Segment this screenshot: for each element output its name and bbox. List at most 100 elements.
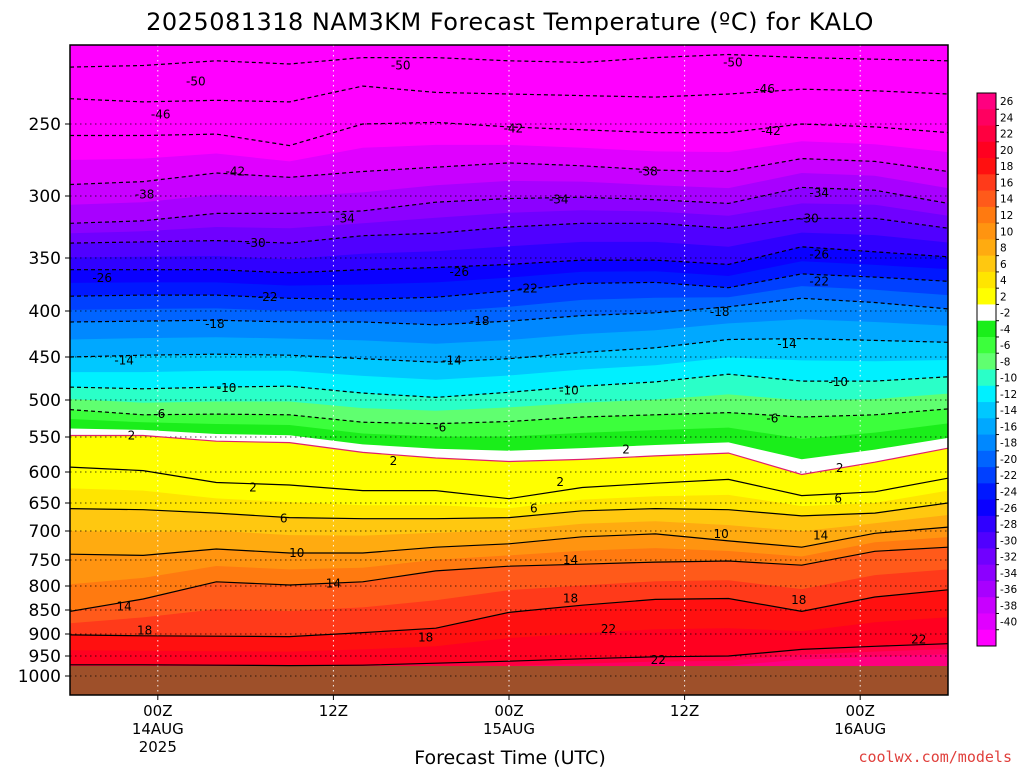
colorbar-label: -12 [1000, 389, 1017, 401]
plot-area: -50 -50 -50 -46 -46 -42 -42 -42 -38 -38 -34 -34 -34 -… [70, 45, 948, 695]
contour-label: -50 [723, 55, 743, 69]
contour-label: 6 [280, 512, 288, 526]
contour-label: -10 [828, 375, 848, 389]
y-tick-label: 800 [29, 577, 61, 597]
colorbar-swatch [977, 93, 996, 110]
contour-label: 2 [249, 481, 257, 495]
contour-label: -22 [518, 282, 538, 296]
contour-label: 14 [326, 576, 341, 590]
colorbar-label: -32 [1000, 552, 1017, 564]
contour-line [70, 643, 948, 667]
y-tick-label: 250 [29, 115, 61, 135]
contour-label: -46 [755, 82, 775, 96]
colorbar-swatch [977, 125, 996, 143]
contour-label: -6 [434, 420, 446, 434]
colorbar-swatch [977, 597, 996, 614]
colorbar-label: -26 [1000, 503, 1017, 515]
colorbar-swatch [977, 206, 996, 224]
x-tick-label: 12Z [670, 702, 699, 720]
colorbar-label: -22 [1000, 470, 1017, 482]
colorbar-label: 6 [1000, 259, 1007, 271]
colorbar-swatch [977, 174, 996, 191]
contour-label: -38 [135, 188, 155, 202]
contour-label: 18 [563, 591, 578, 605]
colorbar-label: 24 [1000, 112, 1014, 124]
colorbar-label: -28 [1000, 519, 1017, 531]
contour-label: 18 [137, 624, 152, 638]
contour-label: -34 [809, 186, 829, 200]
colorbar-label: 16 [1000, 177, 1014, 189]
contour-line [70, 526, 948, 557]
y-tick-label: 400 [29, 302, 61, 322]
plot-content: -50 -50 -50 -46 -46 -42 -42 -42 -38 -38 -34 -34 -34 -… [70, 45, 948, 695]
y-tick-label: 650 [29, 494, 61, 514]
colorbar-swatch [977, 548, 996, 566]
contour-line [70, 434, 948, 476]
contour-label: -14 [114, 353, 134, 367]
colorbar-label: -14 [1000, 405, 1017, 417]
x-tick-date: 14AUG [132, 720, 184, 738]
contour-label: 14 [117, 600, 132, 614]
credit-link[interactable]: coolwx.com/models [858, 748, 1012, 766]
contour-label: -6 [766, 412, 778, 426]
contour-label: -14 [442, 353, 462, 367]
contour-label: -18 [205, 317, 225, 331]
y-tick-label: 550 [29, 428, 61, 448]
x-tick-label: 00Z [494, 702, 523, 720]
y-tick-label: 850 [29, 601, 61, 621]
y-tick-label: 350 [29, 249, 61, 269]
colorbar-swatch [977, 288, 996, 305]
contour-label: 2 [390, 454, 398, 468]
y-tick-label: 700 [29, 522, 61, 542]
colorbar-label: 18 [1000, 161, 1013, 173]
y-axis-ticks: 250 300 350 400 450 500 550 600 650 700 750 800 850 9… [18, 115, 70, 687]
x-tick-label: 12Z [319, 702, 348, 720]
colorbar-label: 8 [1000, 243, 1007, 255]
colorbar-swatch [977, 239, 996, 257]
contour-label: 18 [791, 593, 806, 607]
contour-line [70, 466, 948, 500]
contour-label: -34 [549, 193, 569, 207]
colorbar-label: -20 [1000, 454, 1017, 466]
contour-label: 18 [418, 631, 433, 645]
contour-label: -18 [710, 305, 730, 319]
contour-label: -42 [226, 165, 246, 179]
colorbar-swatch [977, 564, 996, 582]
colorbar-swatch [977, 613, 996, 631]
contour-label: 10 [289, 546, 304, 560]
colorbar-swatch [977, 255, 996, 273]
contour-label: 2 [836, 461, 844, 475]
contour-label: -26 [809, 247, 829, 261]
contour-label: -38 [638, 165, 658, 179]
colorbar-label: -4 [1000, 324, 1011, 336]
colorbar-label: 14 [1000, 194, 1014, 206]
x-tick-label: 00Z [143, 702, 172, 720]
contour-label: -42 [504, 121, 524, 135]
colorbar-swatch [977, 223, 996, 240]
y-tick-label: 950 [29, 647, 61, 667]
colorbar-label: -18 [1000, 438, 1017, 450]
x-tick-date: 15AUG [483, 720, 535, 738]
contour-label: -6 [153, 407, 165, 421]
contour-label: 14 [563, 553, 578, 567]
colorbar-label: 20 [1000, 145, 1013, 157]
contour-label: -10 [217, 381, 237, 395]
colorbar-swatch [977, 402, 996, 419]
colorbar-swatch [977, 353, 996, 370]
y-tick-label: 1000 [18, 667, 61, 687]
colorbar-swatch [977, 109, 996, 126]
contour-label: -50 [391, 59, 411, 73]
contour-label: 10 [714, 527, 729, 541]
colorbar-swatch [977, 190, 996, 208]
colorbar-swatch [977, 483, 996, 501]
contour-label: -26 [92, 271, 112, 285]
x-tick-label: 00Z [846, 702, 875, 720]
contour-label: -50 [186, 74, 206, 88]
colorbar-label: 22 [1000, 129, 1013, 141]
contour-label: -18 [470, 314, 490, 328]
contour-label: -10 [559, 384, 579, 398]
contour-line [70, 121, 948, 147]
x-tick-year: 2025 [139, 738, 177, 756]
y-tick-label: 600 [29, 463, 61, 483]
y-tick-label: 750 [29, 551, 61, 571]
